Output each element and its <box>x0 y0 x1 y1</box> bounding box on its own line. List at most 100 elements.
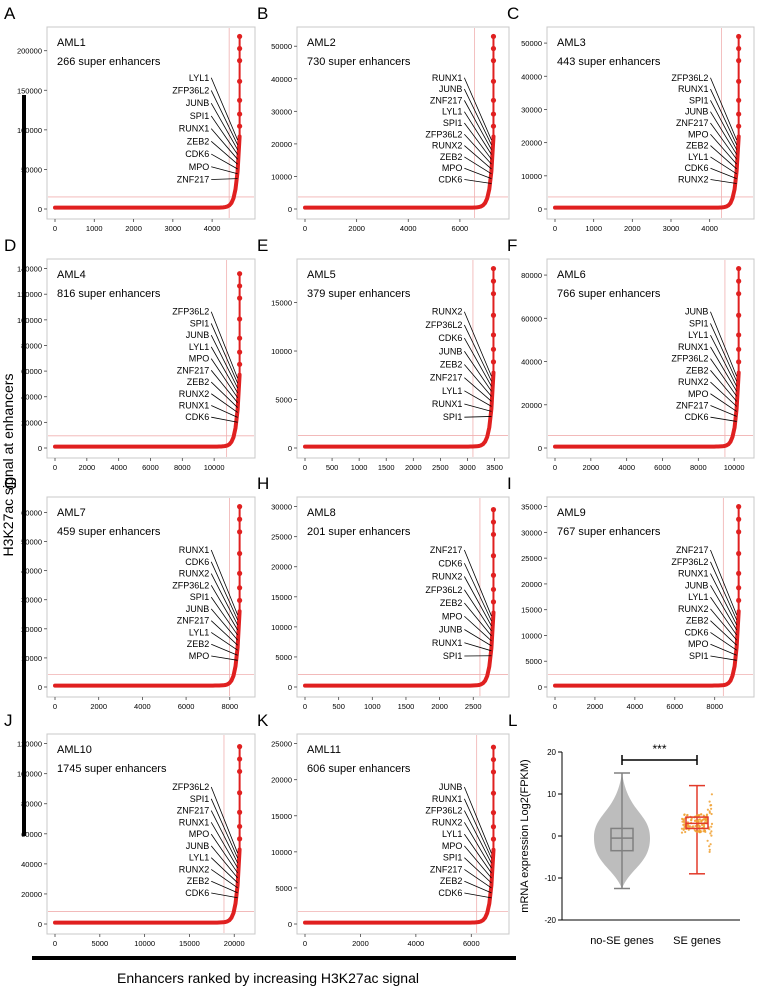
gene-leader-line <box>464 337 492 387</box>
x-tick-label: 0 <box>303 463 307 472</box>
gene-label: CDK6 <box>438 333 462 343</box>
gene-leader-line <box>710 655 737 661</box>
x-tick-label: 0 <box>553 224 557 233</box>
gene-label: ZEB2 <box>187 377 210 387</box>
gene-leader-line <box>210 573 238 626</box>
y-tick-label: 80000 <box>521 271 542 280</box>
y-tick-label: 0 <box>288 205 292 214</box>
gene-point <box>703 829 707 832</box>
plot-frame <box>546 496 755 698</box>
y-tick-label: 20000 <box>271 140 292 149</box>
gene-leader-line <box>464 364 492 397</box>
gene-label: MPO <box>688 129 709 139</box>
category-label: no-SE genes <box>590 935 654 947</box>
gene-leader-line <box>211 393 238 413</box>
top-enhancer-point <box>237 756 243 762</box>
y-tick-label: 20000 <box>21 418 42 427</box>
y-axis-label: H3K27ac signal at enhancers <box>0 374 16 557</box>
gene-leader-line <box>463 77 492 141</box>
y-tick-label: 140000 <box>17 265 42 274</box>
top-enhancer-point <box>237 295 243 301</box>
y-tick-label: 0 <box>38 444 42 453</box>
top-enhancer-point <box>237 78 243 84</box>
gene-label: JUNB <box>439 84 463 94</box>
gene-label: ZFP36L2 <box>172 307 209 317</box>
gene-label: ZEB2 <box>440 876 463 886</box>
gene-label: SPI1 <box>190 794 210 804</box>
enhancer-curve <box>53 372 242 449</box>
x-axis-label: Enhancers ranked by increasing H3K27ac s… <box>117 970 419 986</box>
gene-leader-line <box>464 602 492 637</box>
gene-label: CDK6 <box>185 412 209 422</box>
gene-leader-line <box>710 334 738 387</box>
gene-label: RUNX2 <box>432 307 463 317</box>
top-enhancer-point <box>237 790 243 796</box>
gene-point <box>700 819 703 822</box>
top-enhancer-point <box>736 597 742 604</box>
gene-label: LYL1 <box>189 73 209 83</box>
gene-label: ZNF217 <box>430 95 463 105</box>
x-tick-label: 6000 <box>452 224 469 233</box>
gene-point <box>680 831 684 834</box>
gene-leader-line <box>211 892 238 899</box>
top-enhancer-point <box>736 58 742 64</box>
gene-leader-line <box>710 405 737 417</box>
y-tick-label: 30000 <box>521 105 542 114</box>
top-enhancer-point <box>736 570 742 576</box>
sample-name: AML3 <box>557 37 586 49</box>
y-tick-label: 50000 <box>21 538 42 547</box>
y-tick-label: 15000 <box>271 812 292 821</box>
gene-point <box>708 811 711 814</box>
x-tick-label: 0 <box>53 224 57 233</box>
gene-leader-line <box>210 561 238 621</box>
y-tick-label: 100000 <box>17 316 42 325</box>
gene-point <box>682 819 686 823</box>
top-enhancer-point <box>490 599 497 605</box>
plot-frame <box>46 258 256 459</box>
gene-leader-line <box>710 167 737 180</box>
gene-leader-line <box>210 596 238 636</box>
gene-leader-line <box>210 128 238 160</box>
panel-e: E 0 500 1000 1500 2000 2500 3000 3500 0 5000 10000 1… <box>257 236 510 472</box>
gene-leader-line <box>710 77 738 141</box>
gene-label: ZNF217 <box>676 545 709 555</box>
gene-label: ZEB2 <box>187 136 210 146</box>
top-enhancer-point <box>736 312 742 318</box>
x-tick-label: 4000 <box>618 463 635 472</box>
gene-label: CDK6 <box>684 412 708 422</box>
gene-label: RUNX2 <box>678 377 709 387</box>
x-tick-label: 1000 <box>86 224 103 233</box>
x-tick-label: 0 <box>303 702 307 711</box>
gene-leader-line <box>710 620 737 646</box>
gene-leader-line <box>210 103 238 150</box>
top-enhancer-point <box>237 550 243 557</box>
gene-label: LYL1 <box>189 342 209 352</box>
plot-frame <box>296 733 510 935</box>
gene-label: MPO <box>442 841 463 851</box>
gene-label: ZNF217 <box>676 118 709 128</box>
box-iqr <box>610 827 634 852</box>
gene-leader-line <box>211 643 238 656</box>
panel-letter: D <box>4 236 16 255</box>
enhancer-curve <box>303 610 496 688</box>
gene-label: LYL1 <box>189 853 209 863</box>
gene-label: ZNF217 <box>177 616 210 626</box>
gene-leader-line <box>464 122 492 160</box>
gene-label: ZEB2 <box>686 141 709 151</box>
gene-label: JUNB <box>685 307 709 317</box>
y-tick-label: 0 <box>38 683 42 692</box>
x-tick-label: 6000 <box>654 463 671 472</box>
gene-point <box>686 814 689 817</box>
panel-k: K 0 2000 4000 6000 0 5000 10000 15000 20000 25000 A… <box>257 711 510 948</box>
x-tick-label: 10000 <box>204 463 225 472</box>
y-tick-label: 50000 <box>271 42 292 51</box>
gene-leader-line <box>710 608 737 641</box>
gene-label: RUNX2 <box>179 569 210 579</box>
top-enhancer-point <box>490 278 497 284</box>
gene-label: ZNF217 <box>177 365 210 375</box>
gene-label: ZFP36L2 <box>172 782 209 792</box>
gene-leader-line <box>464 642 492 652</box>
gene-label: ZNF217 <box>177 806 210 816</box>
x-tick-label: 4000 <box>400 224 417 233</box>
gene-label: RUNX1 <box>432 794 463 804</box>
